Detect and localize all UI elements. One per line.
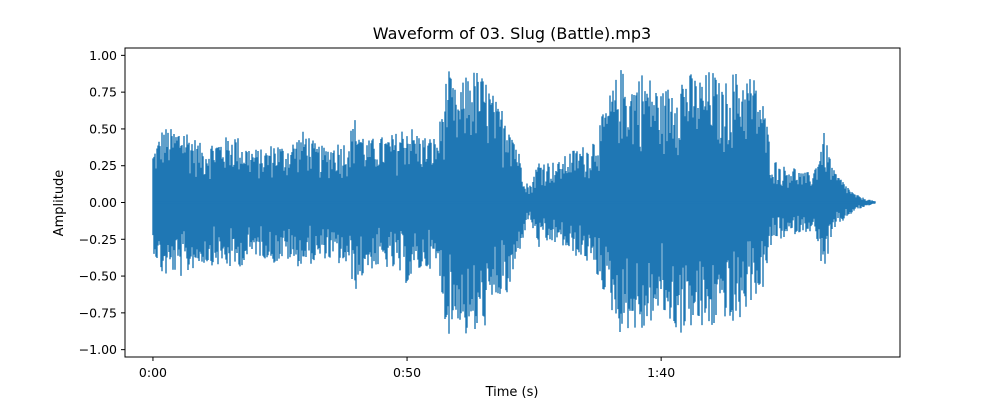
y-tick-label-6: −0.50 bbox=[79, 269, 117, 284]
x-axis-label: Time (s) bbox=[485, 385, 539, 400]
y-tick-label-0: 1.00 bbox=[89, 48, 117, 63]
chart-title: Waveform of 03. Slug (Battle).mp3 bbox=[373, 24, 651, 43]
y-axis-label: Amplitude bbox=[52, 170, 67, 237]
y-tick-label-7: −0.75 bbox=[79, 305, 117, 320]
x-tick-label-1: 0:50 bbox=[393, 365, 421, 380]
y-tick-label-8: −1.00 bbox=[79, 342, 117, 357]
y-tick-label-3: 0.25 bbox=[89, 158, 117, 173]
y-tick-label-2: 0.50 bbox=[89, 121, 117, 136]
x-tick-label-0: 0:00 bbox=[139, 365, 167, 380]
x-tick-label-2: 1:40 bbox=[647, 365, 675, 380]
axes: 0:00 0:50 1:40 1.00 0.75 0.50 0.25 0.00 −0.25 −0.… bbox=[79, 47, 901, 380]
y-tick-label-1: 0.75 bbox=[89, 85, 117, 100]
y-tick-label-4: 0.00 bbox=[89, 195, 117, 210]
y-tick-label-5: −0.25 bbox=[79, 232, 117, 247]
plot-area bbox=[152, 70, 876, 334]
